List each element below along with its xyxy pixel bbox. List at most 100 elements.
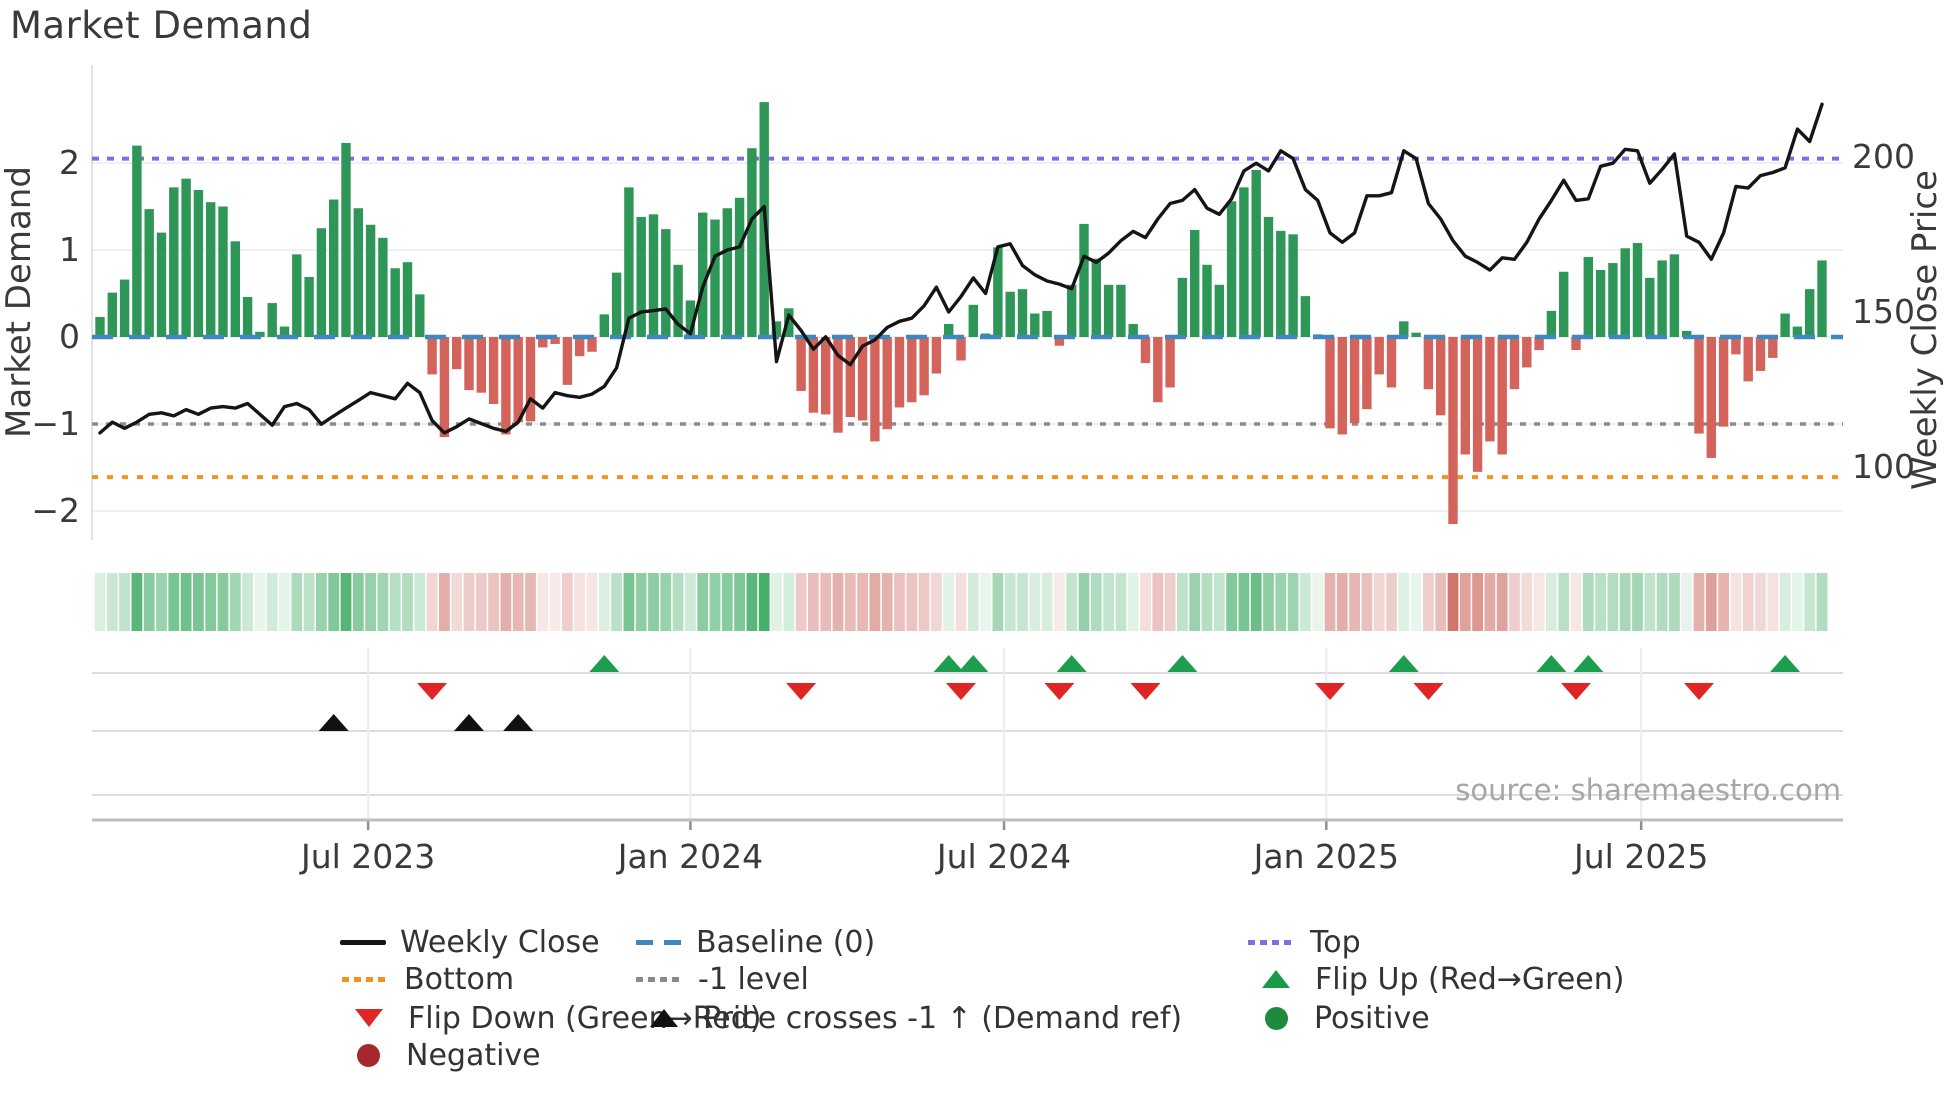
heatmap-cell: [119, 573, 130, 631]
negative-circle-icon: [357, 1043, 380, 1067]
heatmap-cell: [771, 573, 782, 631]
heatmap-cell: [1017, 573, 1028, 631]
flip-up-marker: [1536, 655, 1567, 672]
chart-legend: Weekly Close Bottom Flip Down (Green→Red…: [0, 918, 1960, 1078]
flip-down-triangle-icon: [355, 1009, 383, 1027]
demand-bar-positive: [636, 216, 646, 337]
demand-bar-positive: [1669, 254, 1680, 337]
heatmap-cell: [1398, 573, 1410, 631]
heatmap-cell: [1558, 573, 1570, 631]
heatmap-cell: [1336, 573, 1348, 631]
demand-bar-negative: [488, 337, 499, 404]
demand-bar-negative: [464, 337, 474, 391]
demand-bar-positive: [1005, 291, 1015, 337]
demand-bar-positive: [1595, 270, 1606, 337]
heatmap-cell: [1177, 573, 1188, 631]
heatmap-cell: [1090, 573, 1102, 631]
heatmap-cell: [463, 573, 475, 631]
heatmap-cell: [1066, 573, 1078, 631]
heatmap-cell: [365, 573, 376, 631]
heatmap-cell: [1644, 573, 1656, 631]
demand-bar-positive: [698, 212, 708, 337]
heatmap-cell: [426, 573, 438, 631]
demand-bar-positive: [1780, 313, 1790, 337]
heatmap-cell: [279, 573, 290, 631]
demand-bar-negative: [1448, 337, 1458, 525]
heatmap-cell: [980, 573, 991, 631]
heatmap-cell: [1693, 573, 1705, 631]
demand-bar-negative: [1325, 337, 1335, 429]
demand-bar-positive: [415, 294, 425, 337]
baseline-dash-icon: [636, 939, 682, 945]
heatmap-cell: [1570, 573, 1582, 631]
demand-bar-negative: [476, 337, 486, 393]
legend-item-flip-down: Flip Down (Green→Red): [355, 999, 761, 1037]
y-right-axis-label: Weekly Close Price: [1905, 170, 1945, 490]
weekly-close-line-icon: [340, 939, 386, 945]
demand-bar-negative: [1731, 337, 1741, 355]
demand-bar-positive: [144, 209, 154, 337]
demand-bar-positive: [218, 206, 228, 337]
demand-bar-negative: [587, 337, 597, 352]
demand-bar-positive: [685, 300, 696, 337]
demand-bar-negative: [1362, 337, 1372, 410]
heatmap-cell: [340, 573, 352, 631]
heatmap-cell: [352, 573, 364, 631]
heatmap-cell: [808, 573, 819, 631]
x-axis-tick-label: Jul 2024: [935, 837, 1071, 876]
demand-bar-positive: [1805, 289, 1815, 337]
heatmap-cell: [1213, 573, 1225, 631]
demand-bar-negative: [1140, 337, 1151, 364]
demand-bar-positive: [1239, 187, 1249, 337]
y-left-tick-label: 0: [59, 317, 80, 356]
heatmap-cell: [574, 573, 586, 631]
demand-bar-positive: [329, 199, 339, 337]
demand-bar-positive: [1276, 230, 1286, 337]
heatmap-cell: [143, 573, 155, 631]
heatmap-cell: [512, 573, 524, 631]
legend-item-baseline: Baseline (0): [636, 923, 875, 961]
heatmap-cell: [316, 573, 327, 631]
heatmap-cell: [549, 573, 561, 631]
heatmap-cell: [1152, 573, 1164, 631]
heatmap-cell: [1459, 573, 1471, 631]
legend-label: Top: [1310, 924, 1361, 960]
demand-bar-positive: [1091, 258, 1101, 337]
heatmap-cell: [992, 573, 1004, 631]
demand-bar-positive: [1116, 284, 1126, 337]
price-cross-marker: [454, 714, 484, 731]
demand-bar-negative: [1386, 337, 1397, 388]
heatmap-cell: [291, 573, 303, 631]
heatmap-cell: [180, 573, 192, 631]
heatmap-cell: [1607, 573, 1619, 631]
demand-bar-negative: [1374, 337, 1384, 375]
flip-up-marker: [1167, 655, 1198, 672]
heatmap-cell: [697, 573, 709, 631]
heatmap-cell: [1742, 573, 1754, 631]
demand-bar-positive: [1226, 201, 1237, 337]
demand-bar-negative: [1497, 337, 1507, 455]
x-axis-tick-label: Jul 2023: [299, 837, 435, 876]
weekly-close-price-line: [98, 102, 1824, 435]
heatmap-cell: [881, 573, 893, 631]
flip-up-marker: [1573, 655, 1604, 672]
demand-bar-negative: [1460, 337, 1470, 455]
demand-bar-positive: [1300, 296, 1311, 337]
demand-bar-negative: [833, 337, 843, 433]
heatmap-cell: [1804, 573, 1816, 631]
legend-label: Bottom: [404, 961, 515, 997]
demand-bar-negative: [956, 337, 966, 361]
legend-item-bottom: Bottom: [342, 960, 514, 998]
x-axis-tick-label: Jan 2025: [1252, 837, 1399, 876]
heatmap-cell: [635, 573, 647, 631]
flip-down-marker: [946, 683, 976, 700]
heatmap-cell: [758, 573, 770, 631]
heatmap-cell: [475, 573, 487, 631]
demand-bar-negative: [1743, 337, 1753, 382]
demand-bar-positive: [292, 254, 302, 337]
demand-bar-positive: [784, 308, 794, 337]
demand-bar-positive: [1817, 260, 1827, 337]
demand-bar-positive: [230, 241, 240, 337]
demand-bar-positive: [993, 247, 1003, 337]
demand-bar-positive: [1017, 289, 1028, 337]
